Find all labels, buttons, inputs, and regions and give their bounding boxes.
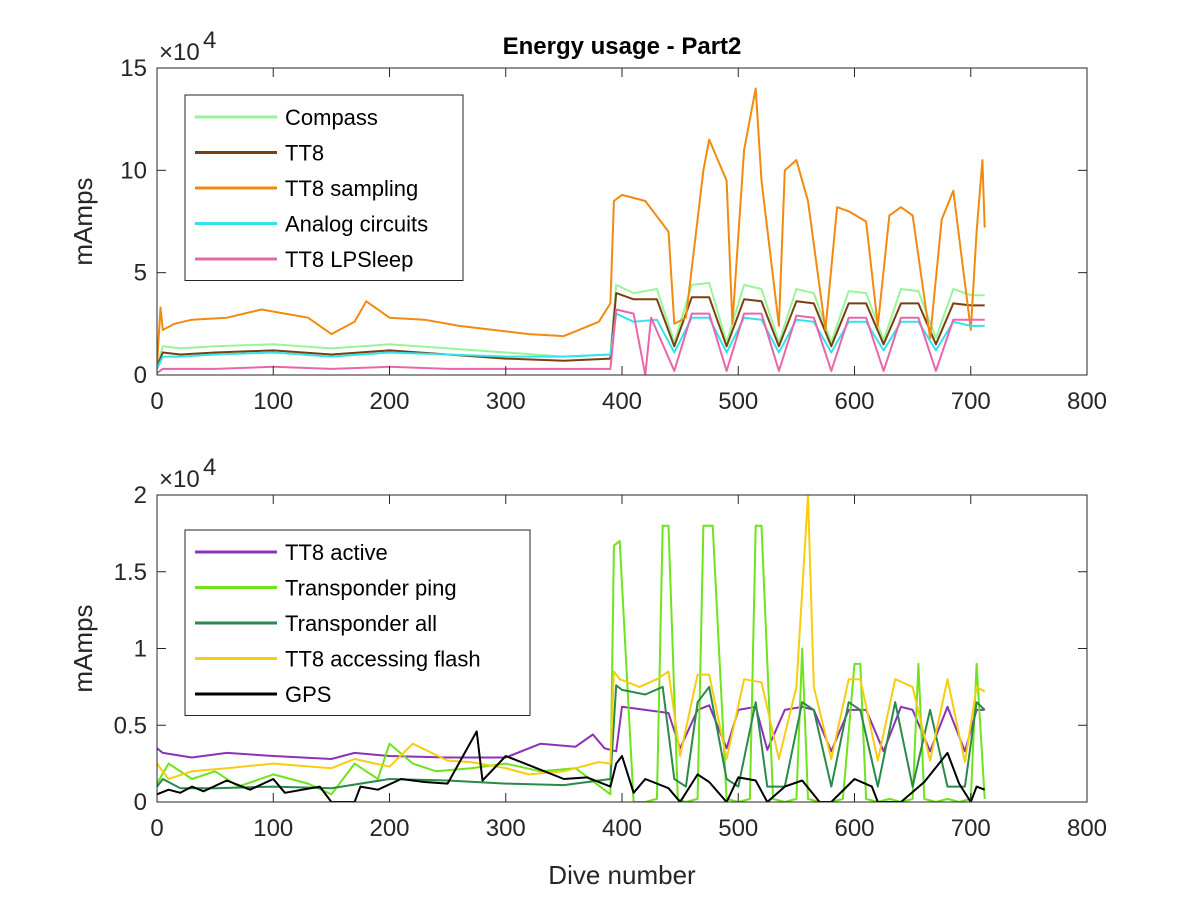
y-tick-label: 1 bbox=[134, 636, 147, 663]
y-tick-label: 15 bbox=[120, 55, 147, 82]
legend-label: TT8 bbox=[285, 141, 324, 166]
x-tick-label: 0 bbox=[150, 815, 163, 842]
series-group bbox=[157, 495, 986, 802]
x-tick-label: 300 bbox=[486, 815, 526, 842]
y-tick-label: 0 bbox=[134, 789, 147, 816]
top-axes: 0 100 200 300 400 500 600 700 800 0 5 10 15 ×10 4 mAmps… bbox=[68, 27, 1107, 415]
y-exponent-power: 4 bbox=[203, 27, 216, 54]
legend: TT8 active Transponder ping Transponder al… bbox=[184, 529, 531, 716]
y-exponent-power: 4 bbox=[203, 454, 216, 481]
x-tick-label: 200 bbox=[369, 388, 409, 415]
legend-label: Transponder all bbox=[285, 611, 437, 636]
series-line-tt8-active bbox=[157, 704, 985, 760]
series-line-analog-circuits bbox=[157, 312, 985, 370]
x-tick-label: 0 bbox=[150, 388, 163, 415]
y-tick-label: 1.5 bbox=[114, 559, 147, 586]
x-tick-label: 500 bbox=[718, 388, 758, 415]
x-tick-label: 100 bbox=[253, 815, 293, 842]
legend-label: TT8 active bbox=[285, 540, 388, 565]
series-line-tt8-accessing-flash bbox=[157, 495, 986, 780]
legend-label: GPS bbox=[285, 682, 331, 707]
x-tick-label: 600 bbox=[834, 388, 874, 415]
legend-label: TT8 sampling bbox=[285, 176, 418, 201]
x-tick-label: 700 bbox=[951, 388, 991, 415]
series-line-tt8 bbox=[157, 292, 985, 368]
y-exponent-label: ×10 bbox=[159, 466, 200, 493]
x-tick-label: 700 bbox=[951, 815, 991, 842]
x-tick-label: 600 bbox=[834, 815, 874, 842]
y-exponent-label: ×10 bbox=[159, 39, 200, 66]
legend-label: Compass bbox=[285, 105, 378, 130]
x-tick-label: 400 bbox=[602, 815, 642, 842]
legend-label: TT8 LPSleep bbox=[285, 247, 413, 272]
y-tick-label: 0.5 bbox=[114, 712, 147, 739]
series-line-tt8-lpsleep bbox=[157, 308, 985, 375]
y-axis-label: mAmps bbox=[68, 177, 98, 265]
x-tick-label: 800 bbox=[1067, 815, 1107, 842]
series-group bbox=[157, 87, 986, 375]
legend-label: Analog circuits bbox=[285, 212, 428, 237]
legend: Compass TT8 TT8 sampling Analog circuits TT8… bbox=[184, 94, 464, 281]
y-tick-label: 5 bbox=[134, 260, 147, 287]
series-line-tt8-sampling bbox=[157, 87, 986, 365]
series-line-compass bbox=[157, 281, 985, 366]
series-line-gps bbox=[157, 730, 986, 802]
x-axis-label: Dive number bbox=[548, 860, 696, 890]
y-tick-label: 10 bbox=[120, 157, 147, 184]
x-tick-label: 500 bbox=[718, 815, 758, 842]
chart-title: Energy usage - Part2 bbox=[503, 33, 742, 60]
x-tick-label: 100 bbox=[253, 388, 293, 415]
x-tick-label: 800 bbox=[1067, 388, 1107, 415]
legend-label: Transponder ping bbox=[285, 576, 457, 601]
bottom-axes: 0 100 200 300 400 500 600 700 800 0 0.5 1 1.5 2 ×10 4 mA… bbox=[68, 454, 1107, 890]
x-tick-label: 200 bbox=[369, 815, 409, 842]
series-line-transponder-all bbox=[157, 684, 986, 790]
y-axis-label: mAmps bbox=[68, 604, 98, 692]
series-line-transponder-ping bbox=[157, 524, 986, 802]
y-tick-label: 2 bbox=[134, 482, 147, 509]
x-tick-label: 400 bbox=[602, 388, 642, 415]
y-tick-label: 0 bbox=[134, 362, 147, 389]
x-tick-label: 300 bbox=[486, 388, 526, 415]
legend-label: TT8 accessing flash bbox=[285, 647, 481, 672]
